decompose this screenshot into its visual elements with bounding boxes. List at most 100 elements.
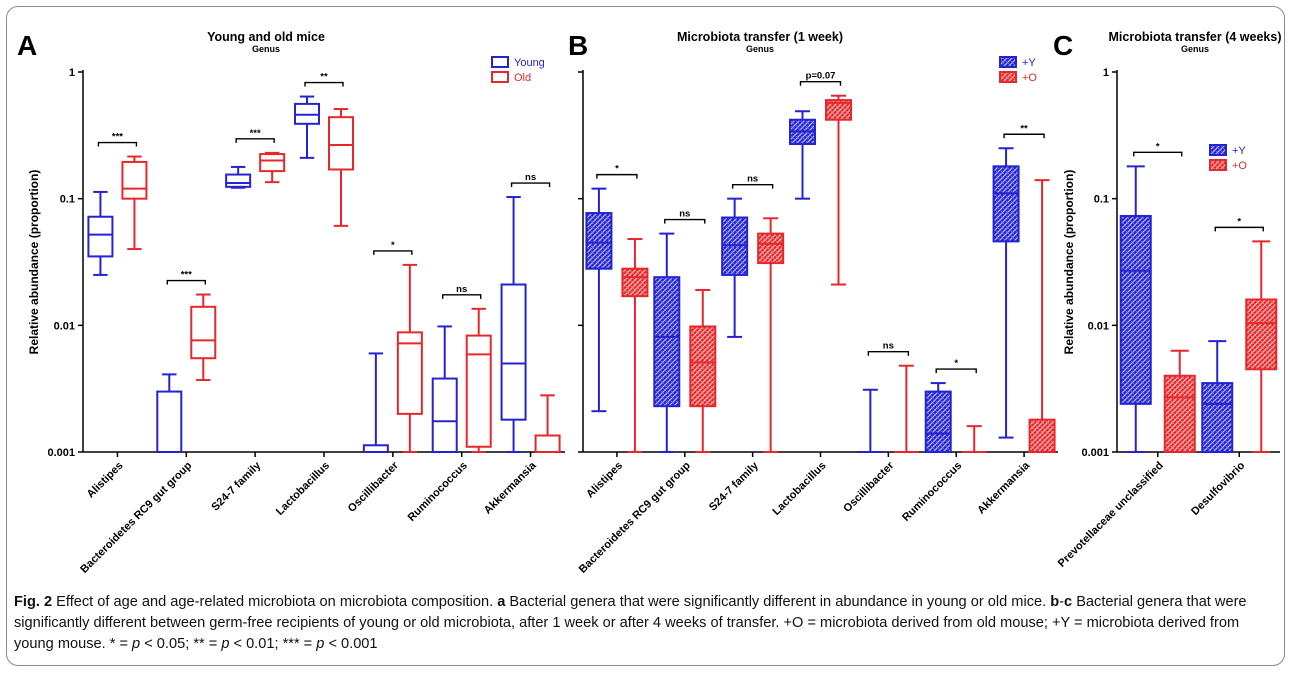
caption-dash: - (1059, 594, 1065, 610)
caption-text-4: < 0.05; ** = (140, 636, 222, 652)
significance-bracket (510, 182, 551, 188)
box-background (260, 154, 285, 172)
box-iqr (1163, 374, 1196, 454)
box-background (432, 378, 457, 452)
box-background (363, 445, 388, 452)
caption-text-3: Bacterial genera that were significantly… (14, 594, 1247, 652)
box-iqr (924, 390, 952, 453)
legend-entry-y: +Y (999, 56, 1036, 69)
legend-entry-young: Young (491, 56, 545, 69)
significance-bracket (97, 141, 138, 147)
box-o-ruminococcus (961, 425, 987, 453)
x-tick-label-akkermansia: Akkermansia (975, 459, 1033, 517)
box-young-oscillibacter (362, 352, 389, 454)
y-tick-label: 1 (69, 67, 75, 79)
box-background (226, 174, 251, 187)
significance-label: * (1156, 141, 1160, 152)
box-iqr (190, 305, 217, 360)
box-iqr (825, 99, 852, 121)
legend-swatch (491, 71, 509, 83)
x-tick-label-alistipes: Alistipes (584, 460, 625, 501)
significance-marker: ns (731, 174, 774, 189)
significance-marker: ** (1003, 123, 1045, 139)
box-iqr (1245, 298, 1278, 371)
box-iqr (653, 276, 681, 408)
x-tick-label-oscillibacter: Oscillibacter (841, 459, 897, 515)
box-old-bacteroidetes-rc9-gut-group (190, 293, 217, 382)
legend-label: Old (514, 72, 531, 84)
series-young (87, 95, 527, 454)
box-iqr (992, 165, 1020, 243)
box-y-desulfovibrio (1201, 340, 1234, 453)
series-y (585, 110, 1020, 453)
significance-bracket (304, 81, 344, 87)
chart-title: Microbiota transfer (1 week) (677, 30, 843, 44)
significance-bracket (799, 80, 842, 86)
box-o-lactobacillus (825, 94, 852, 286)
significance-label: * (391, 240, 395, 251)
caption-p-symbol: p (316, 636, 325, 652)
y-tick-label: 0.01 (1088, 320, 1109, 332)
box-y-ruminococcus (924, 382, 952, 453)
significance-label: ns (679, 209, 690, 220)
caption-p-symbol: p (132, 636, 141, 652)
box-old-alistipes (121, 155, 148, 251)
x-tick-label-ruminococcus: Ruminococcus (900, 460, 964, 524)
significance-label: ** (320, 72, 328, 83)
significance-label: ** (1020, 123, 1028, 134)
box-iqr (121, 160, 148, 200)
box-young-s24-7-family (225, 165, 252, 189)
panel-letter: C (1053, 30, 1073, 61)
significance-bracket (935, 368, 977, 374)
y-tick-label: 0.001 (47, 447, 75, 459)
box-iqr (721, 216, 749, 276)
significance-marker: *** (235, 128, 275, 143)
box-young-bacteroidetes-rc9-gut-group (156, 373, 183, 453)
x-tick-label-lactobacillus: Lactobacillus (770, 460, 828, 518)
x-tick-label-bacteroidetes-rc9-gut-group: Bacteroidetes RC9 gut group (577, 459, 693, 575)
box-iqr (585, 212, 613, 270)
box-y-prevotellaceae-unclassified (1119, 165, 1152, 453)
caption-panel-a-label: a (497, 594, 506, 610)
x-tick-label-s24-7-family: S24-7 family (209, 459, 264, 514)
box-background (191, 306, 216, 359)
legend-entry-old: Old (491, 71, 531, 84)
box-background (397, 332, 422, 414)
caption-panel-c-label: c (1064, 594, 1073, 610)
significance-label: ns (456, 284, 467, 295)
box-iqr (1201, 382, 1234, 453)
legend-label: Young (514, 57, 545, 69)
box-iqr (328, 116, 354, 171)
legend-swatch (999, 71, 1017, 83)
x-tick-label-prevotellaceae-unclassified: Prevotellaceae unclassified (1056, 460, 1166, 570)
series-y (1119, 165, 1234, 453)
box-iqr (757, 232, 785, 265)
x-tick-label-lactobacillus: Lactobacillus (274, 460, 332, 518)
significance-label: *** (250, 128, 261, 139)
significance-label: * (615, 164, 619, 175)
chart-title: Microbiota transfer (4 weeks) (1109, 30, 1282, 44)
significance-bracket (731, 183, 774, 189)
significance-label: ns (747, 174, 758, 185)
legend-swatch (1209, 159, 1227, 171)
significance-marker: *** (166, 270, 206, 285)
box-background (329, 117, 353, 170)
box-old-lactobacillus (328, 108, 354, 227)
chart-subtitle: Genus (746, 44, 774, 54)
box-young-akkermansia (500, 196, 527, 453)
panel-b: B Microbiota transfer (1 week)Genus Alisti… (568, 30, 1058, 576)
legend-swatch (491, 56, 509, 68)
significance-marker: * (1214, 216, 1264, 232)
box-y-akkermansia (992, 147, 1020, 439)
box-iqr (689, 325, 717, 408)
significance-bracket (1003, 133, 1045, 139)
box-iqr (1028, 418, 1056, 454)
significance-bracket (1133, 151, 1183, 157)
significance-bracket (596, 173, 638, 179)
caption-text-1: Effect of age and age-related microbiota… (52, 594, 498, 610)
box-iqr (621, 267, 649, 298)
series-o (1163, 240, 1278, 454)
y-axis-label: Relative abundance (proportion) (1062, 170, 1076, 355)
chart-title: Young and old mice (207, 30, 325, 44)
